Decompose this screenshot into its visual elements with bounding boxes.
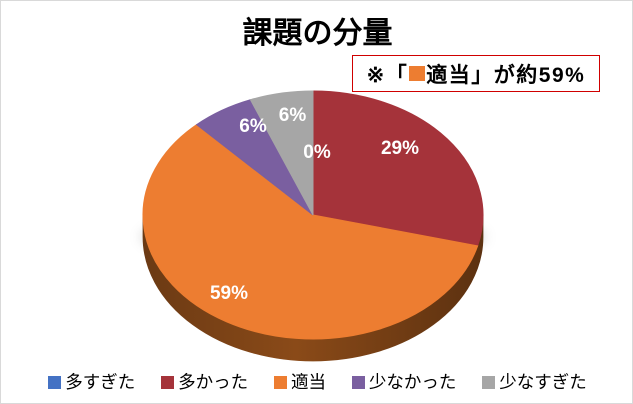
svg-text:0%: 0% [303,142,331,163]
svg-text:59%: 59% [210,283,248,304]
svg-text:29%: 29% [381,138,419,159]
svg-text:6%: 6% [279,105,307,126]
svg-text:6%: 6% [239,116,267,137]
